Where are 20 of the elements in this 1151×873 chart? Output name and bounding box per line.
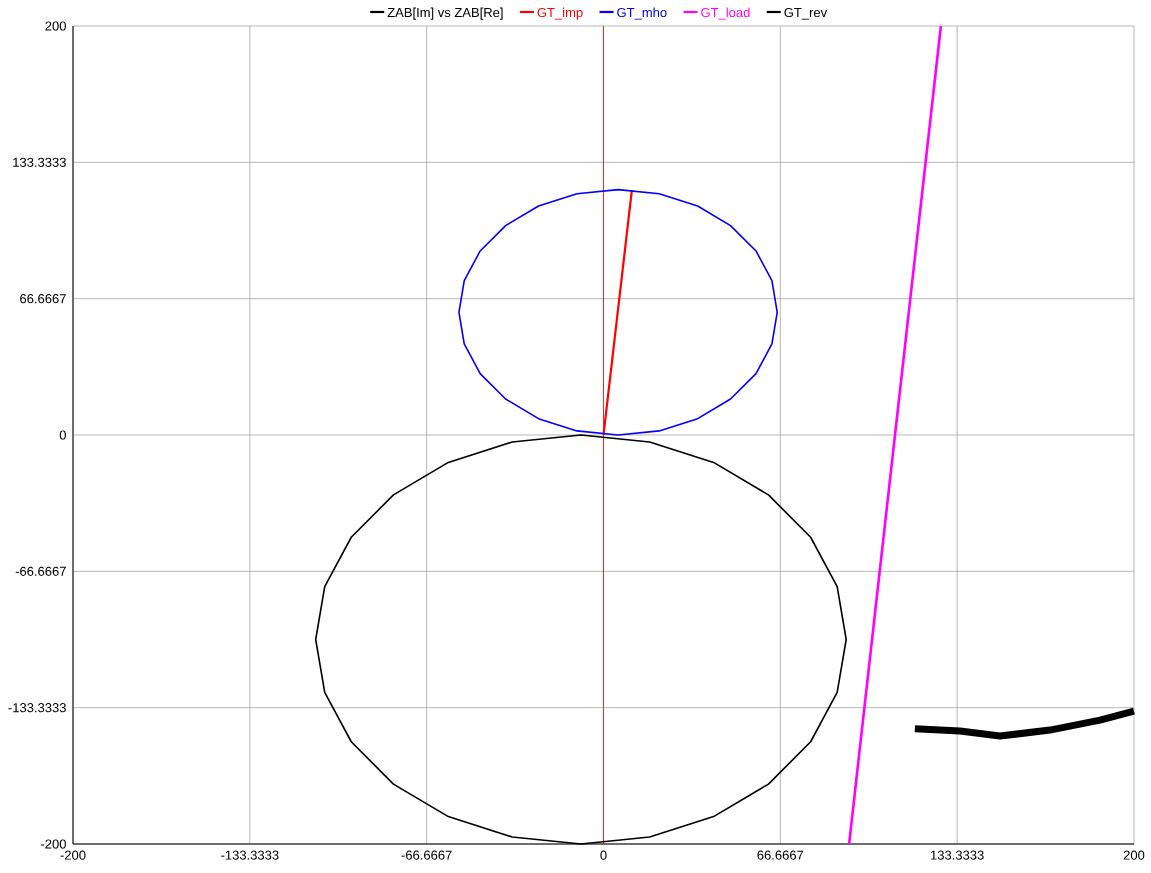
y-tick-label: 133.3333 bbox=[13, 157, 66, 167]
x-tick-label: -200 bbox=[60, 850, 86, 860]
x-tick-label: -133.3333 bbox=[221, 850, 279, 860]
y-tick-label: -200 bbox=[41, 839, 66, 849]
legend-label: GT_mho bbox=[617, 7, 667, 20]
y-tick-label: 200 bbox=[45, 21, 66, 31]
x-tick-label: 133.3333 bbox=[931, 850, 984, 860]
legend-label: ZAB[Im] vs ZAB[Re] bbox=[387, 7, 503, 20]
y-tick-label: -66.6667 bbox=[15, 566, 66, 576]
x-tick-label: 200 bbox=[1123, 850, 1145, 860]
legend-label: GT_imp bbox=[537, 7, 583, 20]
y-tick-label: 66.6667 bbox=[20, 294, 66, 304]
x-tick-label: 66.6667 bbox=[757, 850, 804, 860]
y-tick-label: -133.3333 bbox=[8, 703, 66, 713]
legend-label: GT_rev bbox=[784, 7, 828, 20]
line-series bbox=[458, 188, 779, 436]
x-tick-label: 0 bbox=[600, 850, 607, 860]
y-tick-label: 0 bbox=[59, 430, 66, 440]
x-tick-label: -66.6667 bbox=[401, 850, 452, 860]
legend-label: GT_load bbox=[701, 7, 750, 20]
